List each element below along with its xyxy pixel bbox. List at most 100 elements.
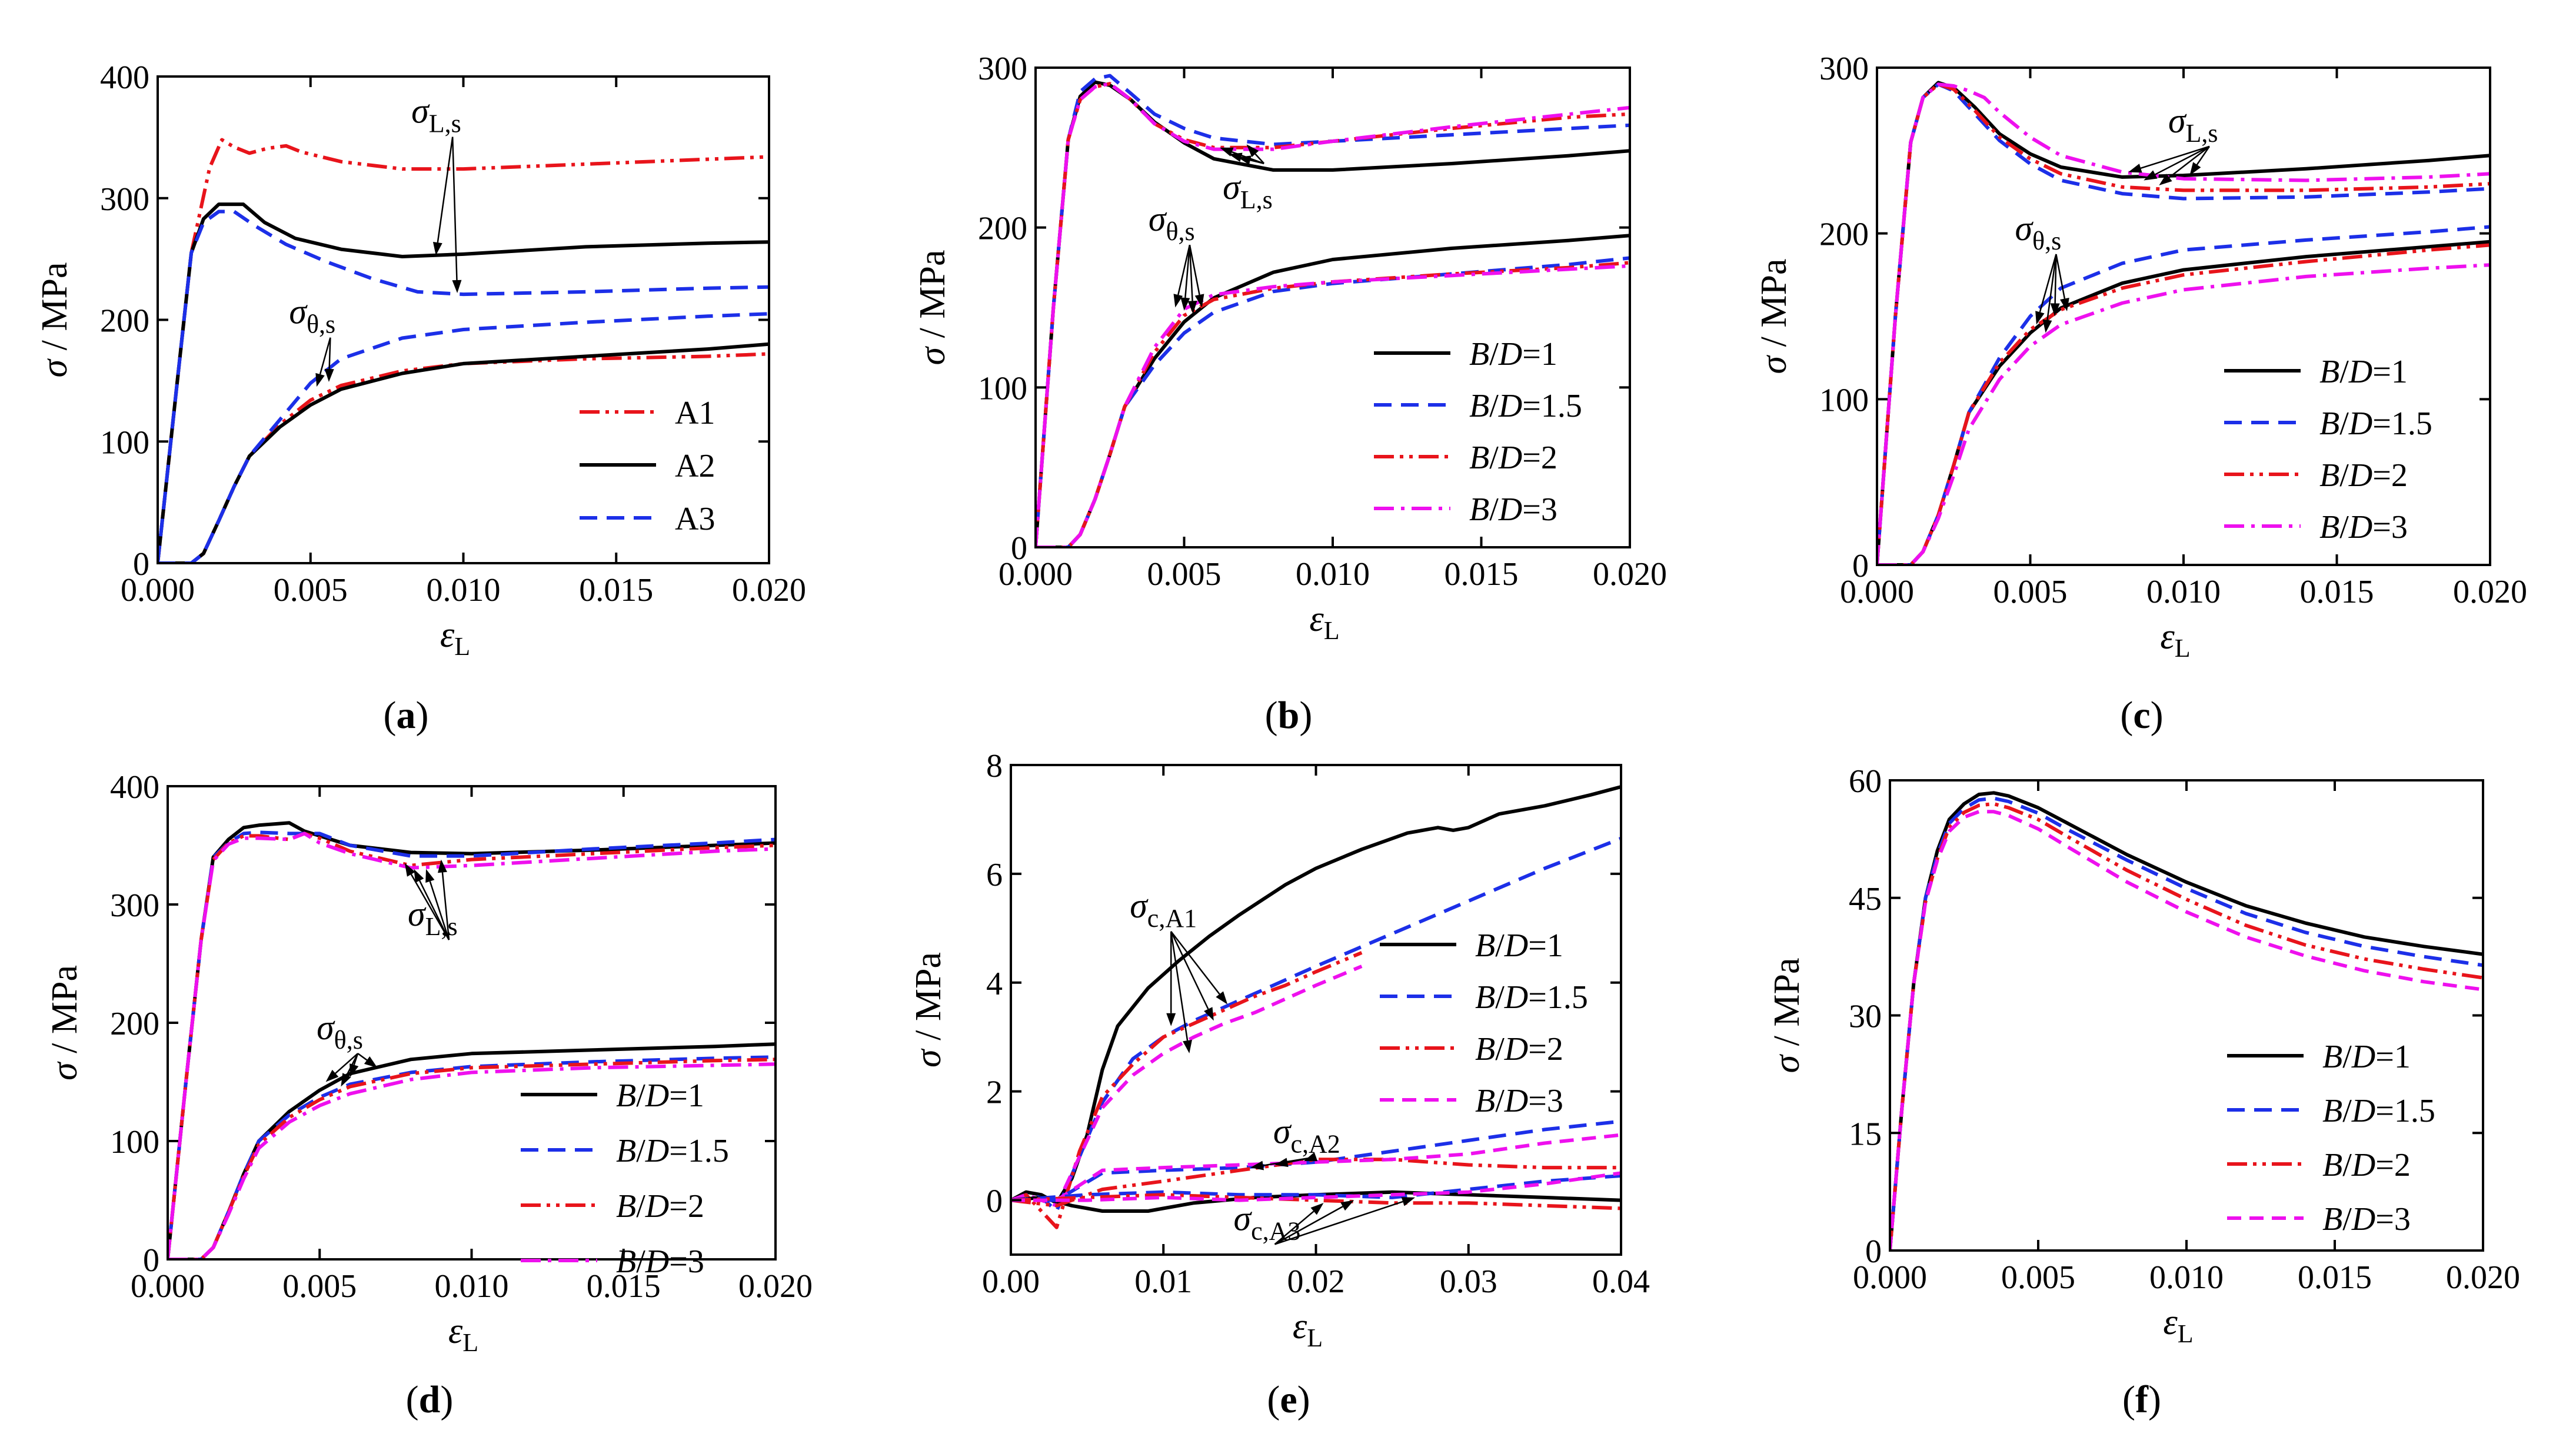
legend-var-b: B	[2322, 1147, 2342, 1183]
legend-slash: /	[2339, 457, 2349, 494]
annotation-symbol: σ	[1223, 168, 1242, 207]
panel-paren-open: (	[406, 1378, 419, 1421]
legend-slash: /	[1495, 1031, 1505, 1067]
legend-slash: /	[2339, 405, 2349, 442]
annotation-arrow-head	[325, 1069, 339, 1082]
series-line-BD=2-2	[1011, 951, 1363, 1229]
y-axis-label: σ / MPa	[1767, 958, 1807, 1073]
x-axis-label: εL	[440, 615, 470, 661]
x-tick-label: 0.020	[732, 572, 806, 608]
x-axis-symbol: ε	[2163, 1302, 2178, 1342]
x-axis-symbol: ε	[1309, 599, 1324, 639]
annotation-label: σc,A1	[1130, 886, 1197, 933]
annotation-Ls: σL,s	[404, 859, 458, 941]
legend-var-b: B	[2319, 354, 2339, 390]
legend-var-d: D	[645, 1133, 669, 1169]
legend-value: =2	[2372, 457, 2408, 494]
annotation-subscript: θ,s	[334, 1026, 363, 1055]
legend-var-d: D	[645, 1188, 669, 1225]
x-tick-label: 0.005	[2001, 1259, 2075, 1296]
x-tick-label: 0.000	[1853, 1259, 1927, 1296]
annotation-symbol: σ	[1234, 1199, 1253, 1238]
x-axis-label: εL	[1309, 599, 1339, 645]
annotation-arrow-head	[1204, 1007, 1214, 1021]
x-tick-label: 0.005	[282, 1268, 357, 1305]
legend-slash: /	[1489, 388, 1499, 424]
series-group	[168, 821, 776, 1259]
legend-value: =1	[669, 1077, 704, 1114]
y-tick-label: 300	[1819, 51, 1869, 87]
annotation-arrow-head	[1229, 152, 1243, 162]
annotation-arrow-head	[1340, 1200, 1354, 1211]
annotation-cA3: σc,A3	[1234, 1197, 1416, 1245]
panel-label: (e)	[1267, 1378, 1310, 1421]
annotation-symbol: σ	[2015, 209, 2033, 248]
y-axis-symbol: σ	[45, 1061, 85, 1080]
legend-value: =3	[1528, 1083, 1563, 1119]
legend-slash: /	[1495, 927, 1505, 964]
annotation-arrow-shaft	[2055, 254, 2066, 299]
legend-var-d: D	[2351, 1147, 2375, 1183]
annotation-Ls: σL,s	[1220, 144, 1273, 214]
legend-label: B/D=1	[1475, 927, 1563, 964]
panel-paren-close: )	[2148, 1378, 2161, 1421]
annotation-arrow-head	[2035, 311, 2045, 325]
legend-var-d: D	[645, 1077, 669, 1114]
legend-label: B/D=2	[2322, 1147, 2411, 1183]
y-tick-label: 300	[978, 51, 1027, 87]
y-tick-label: 200	[100, 303, 149, 340]
annotation-Ls: σL,s	[411, 92, 462, 294]
x-axis-symbol: ε	[448, 1311, 463, 1351]
panel-letter: d	[419, 1378, 441, 1421]
legend-var-d: D	[1498, 440, 1522, 476]
legend-var-b: B	[2322, 1093, 2342, 1129]
y-tick-label: 200	[978, 211, 1027, 247]
x-axis-subscript: L	[454, 632, 470, 661]
series-group	[1011, 785, 1621, 1229]
panel-paren-close: )	[2151, 694, 2164, 737]
x-tick-label: 0.010	[427, 572, 501, 608]
legend-label: B/D=2	[616, 1188, 704, 1225]
legend-var-d: D	[2351, 1093, 2375, 1129]
x-tick-label: 0.01	[1134, 1263, 1192, 1300]
legend-value: A2	[675, 448, 715, 484]
annotation-arrow-shaft	[410, 874, 450, 940]
y-axis-label: σ / MPa	[1754, 259, 1794, 374]
legend-value: =1	[1528, 927, 1563, 964]
x-axis-subscript: L	[462, 1328, 478, 1357]
annotation-arrow-head	[1166, 1013, 1176, 1026]
series-line-A3-2	[158, 209, 769, 563]
legend-slash: /	[2342, 1147, 2352, 1183]
legend-var-d: D	[1498, 388, 1522, 424]
annotation-arrow-shaft	[2046, 254, 2057, 321]
legend-value: =3	[1522, 491, 1557, 528]
annotation-symbol: σ	[317, 1008, 335, 1047]
y-tick-label: 300	[110, 887, 159, 924]
x-tick-label: 0.03	[1440, 1263, 1497, 1300]
panel-label: (a)	[384, 694, 429, 737]
legend-var-b: B	[1469, 491, 1489, 528]
chart-panel-d: 0.000 0.005 0.010 0.015 0.020 0 100 200 300 400 εL…	[45, 769, 813, 1421]
annotation-arrow-shaft	[1177, 244, 1191, 295]
legend-value: =1	[2375, 1039, 2411, 1075]
annotation-s: σθ,s	[317, 1008, 378, 1087]
annotation-symbol: σ	[1130, 886, 1149, 925]
legend-var-b: B	[1469, 388, 1489, 424]
series-line-BD=3-3	[1890, 810, 2483, 1251]
x-axis-label: εL	[2160, 617, 2190, 663]
annotation-arrow-shaft	[2140, 145, 2210, 169]
legend-label: B/D=3	[1475, 1083, 1563, 1119]
x-tick-label: 0.010	[435, 1268, 509, 1305]
x-axis-subscript: L	[2178, 1319, 2194, 1348]
legend-var-b: B	[2322, 1039, 2342, 1075]
legend-label: B/D=1.5	[616, 1133, 729, 1169]
legend-var-b: B	[2319, 509, 2339, 546]
annotation-arrow-head	[2050, 303, 2060, 317]
y-axis-unit: / MPa	[913, 250, 953, 347]
annotation-subscript: θ,s	[1166, 217, 1194, 246]
y-tick-label: 0	[986, 1183, 1003, 1220]
y-axis-symbol: σ	[908, 1048, 948, 1067]
annotation-arrow-head	[452, 280, 462, 294]
